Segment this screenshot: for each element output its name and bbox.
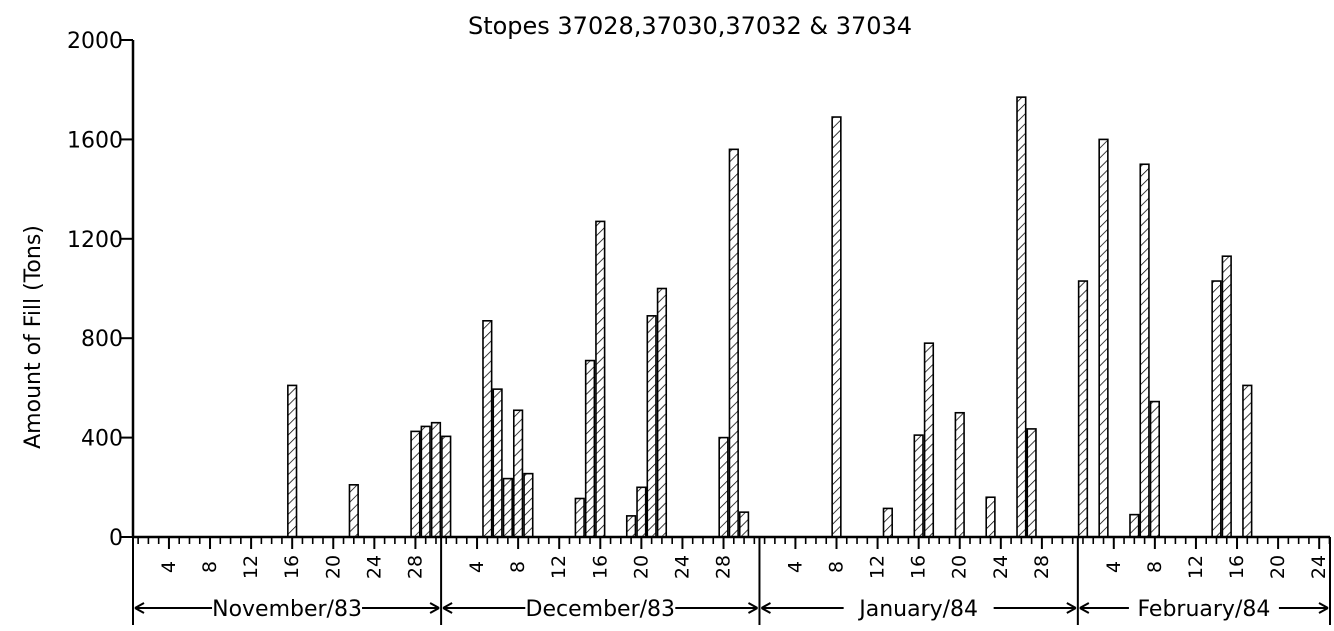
bar (492, 388, 503, 538)
x-tick-label: 4 (784, 561, 806, 573)
bar (1211, 280, 1222, 538)
bar (523, 472, 534, 538)
bar (656, 287, 668, 538)
month-label: January/84 (857, 597, 978, 622)
x-tick-label: 4 (158, 561, 180, 573)
x-tick-label: 8 (1144, 561, 1166, 573)
x-tick-label: 20 (630, 555, 652, 579)
y-axis: 0 400 800 1200 1600 2000 (67, 29, 135, 551)
month-arrow-right (993, 602, 1077, 614)
bars (287, 96, 1253, 538)
month-label: December/83 (526, 597, 676, 622)
bar (574, 497, 585, 538)
bar (646, 315, 657, 538)
bar (913, 434, 924, 538)
bar (636, 486, 647, 538)
x-tick-label: 28 (1031, 555, 1053, 579)
bar (512, 409, 524, 538)
month-bands: November/83 December/83 January/84 February… (132, 537, 1331, 625)
y-tick-label: 2000 (67, 29, 123, 54)
x-tick-label: 24 (1308, 555, 1330, 579)
bar (584, 359, 596, 538)
x-tick-label: 12 (548, 555, 570, 579)
bar (985, 496, 996, 538)
x-tick-label: 20 (322, 555, 344, 579)
month-label: February/84 (1137, 597, 1270, 622)
bar (502, 477, 513, 538)
x-tick-label: 20 (949, 555, 971, 579)
x-tick-label: 4 (466, 561, 488, 573)
chart-title: Stopes 37028,37030,37032 & 37034 (468, 12, 912, 40)
x-tick-label: 8 (507, 561, 529, 573)
bar (441, 435, 452, 538)
bar (287, 384, 298, 538)
x-tick-label: 16 (1226, 555, 1248, 579)
bar (1221, 255, 1232, 538)
x-tick-label: 24 (363, 555, 385, 579)
bar (595, 220, 606, 538)
bar (728, 148, 739, 538)
bar (718, 436, 729, 538)
bar (348, 484, 359, 538)
bar (954, 411, 965, 538)
bar (831, 116, 842, 538)
month-arrow-left (442, 602, 526, 614)
month-arrow-left (1079, 602, 1129, 614)
y-tick-label: 1600 (67, 128, 123, 153)
y-tick-label: 1200 (67, 228, 123, 253)
month-label: November/83 (212, 597, 362, 622)
bar (1098, 138, 1109, 538)
y-tick-label: 0 (109, 526, 123, 551)
y-tick-label: 400 (81, 427, 123, 452)
x-tick-label: 28 (404, 555, 426, 579)
x-tick-label: 8 (825, 561, 847, 573)
bar (430, 421, 442, 538)
bar (410, 430, 421, 538)
bar (882, 507, 893, 538)
x-tick-label: 16 (908, 555, 930, 579)
x-tick-label: 28 (713, 555, 735, 579)
x-tick-label: 16 (589, 555, 611, 579)
x-tick-label: 4 (1103, 561, 1125, 573)
bar (1016, 96, 1027, 538)
x-tick-label: 12 (1185, 555, 1207, 579)
x-tick-label: 24 (671, 555, 693, 579)
x-tick-label: 16 (281, 555, 303, 579)
bar (420, 425, 431, 538)
bar (738, 511, 750, 538)
x-tick-label: 24 (990, 555, 1012, 579)
bar (1026, 428, 1037, 538)
month-arrow-right (675, 602, 758, 614)
bar (1139, 163, 1150, 538)
bar (1077, 280, 1089, 538)
bar (1129, 513, 1140, 538)
x-tick-label: 8 (199, 561, 221, 573)
x-tick-label: 12 (867, 555, 889, 579)
bar (1242, 384, 1253, 538)
bar (482, 320, 493, 538)
bar (923, 342, 935, 538)
y-tick-label: 800 (81, 327, 123, 352)
month-arrow-right (1278, 602, 1329, 614)
month-arrow-left (760, 602, 844, 614)
y-axis-label: Amount of Fill (Tons) (21, 225, 46, 449)
x-axis: 4 8 12 16 20 24 28 4 8 12 16 20 24 28 4 8 12 16 20 24 28 4 8 12… (133, 535, 1331, 579)
month-arrow-right (362, 602, 440, 614)
month-arrow-left (134, 602, 213, 614)
bar (1149, 400, 1161, 538)
bar (625, 515, 637, 538)
x-tick-label: 12 (240, 555, 262, 579)
x-tick-label: 20 (1267, 555, 1289, 579)
